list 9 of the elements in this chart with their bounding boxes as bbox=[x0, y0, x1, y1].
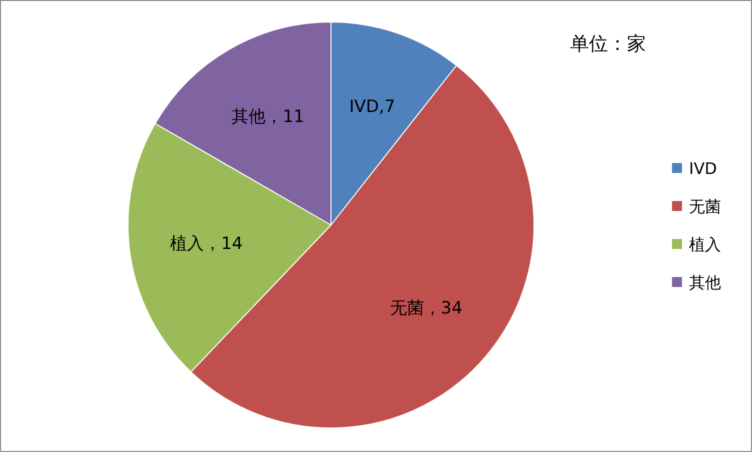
data-label: 其他，11 bbox=[232, 107, 304, 127]
data-label: 植入，14 bbox=[170, 234, 243, 254]
legend-label: IVD bbox=[689, 159, 717, 178]
legend-label: 其他 bbox=[689, 273, 721, 292]
data-label: IVD,7 bbox=[349, 97, 396, 118]
legend-label: 植入 bbox=[689, 235, 721, 254]
data-label: 无菌，34 bbox=[390, 298, 462, 318]
text: 单位：家 bbox=[570, 33, 646, 55]
legend-label: 无菌 bbox=[689, 197, 721, 216]
